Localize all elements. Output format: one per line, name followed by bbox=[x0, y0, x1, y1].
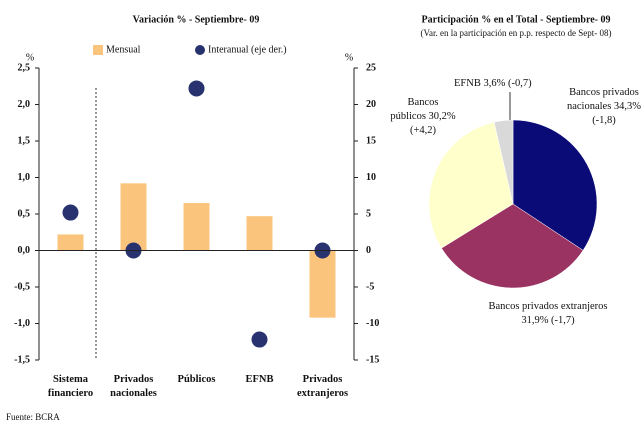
y-tick-label: 2,0 bbox=[18, 99, 31, 110]
pie-label-name: Bancos privados nacionales bbox=[566, 87, 639, 112]
bar-chart-title: Variación % - Septiembre- 09 bbox=[133, 14, 260, 25]
bar bbox=[120, 183, 147, 251]
y-tick-label: -0,5 bbox=[14, 281, 30, 292]
pie-slice bbox=[428, 121, 514, 249]
x-tick-label: Privados extranjeros bbox=[296, 374, 349, 399]
pie-slice bbox=[441, 203, 584, 289]
x-tick-label: Sistema financiero bbox=[47, 374, 94, 399]
pie-label: EFNB 3,6% (-0,7) bbox=[454, 77, 532, 91]
pie-slice bbox=[493, 119, 514, 205]
pie-label-value: 3,6% (-0,7) bbox=[483, 78, 532, 89]
y-tick-label: -1,0 bbox=[14, 318, 30, 329]
pie-label: Bancos privados nacionales 34,3% (-1,8) bbox=[566, 86, 642, 128]
bar bbox=[57, 234, 84, 251]
y2-tick-label: 20 bbox=[366, 99, 376, 110]
legend-label: Interanual (eje der.) bbox=[208, 44, 287, 55]
pie-label-value: 34,3% (-1,8) bbox=[592, 101, 642, 126]
bar bbox=[246, 216, 273, 251]
y-tick-label: 1,5 bbox=[18, 135, 31, 146]
pie-chart-title: Participación % en el Total - Septiembre… bbox=[422, 14, 611, 25]
legend-swatch bbox=[93, 45, 103, 55]
y2-tick-label: 10 bbox=[366, 172, 376, 183]
pie-label-name: EFNB bbox=[454, 78, 481, 89]
bar bbox=[183, 203, 210, 251]
y-axis-label: % bbox=[26, 52, 34, 63]
y2-axis-label: % bbox=[345, 52, 353, 63]
pie-label-name: Bancos públicos bbox=[390, 97, 439, 122]
y-tick-label: 1,0 bbox=[18, 172, 31, 183]
pie-label: Bancos privados extranjeros 31,9% (-1,7) bbox=[478, 300, 618, 328]
y-tick-label: 0,5 bbox=[18, 208, 31, 219]
y2-tick-label: 25 bbox=[366, 62, 376, 73]
bar bbox=[309, 250, 336, 318]
pie-chart-subtitle: (Var. en la participación en p.p. respec… bbox=[421, 28, 612, 38]
legend-label: Mensual bbox=[106, 44, 141, 55]
y2-tick-label: -5 bbox=[366, 281, 374, 292]
x-tick-label: EFNB bbox=[245, 374, 274, 385]
y-tick-label: 2,5 bbox=[18, 62, 31, 73]
dot bbox=[62, 204, 79, 221]
source: Fuente: BCRA bbox=[6, 412, 60, 422]
y2-tick-label: 15 bbox=[366, 135, 376, 146]
pie-label: Bancos públicos 30,2% (+4,2) bbox=[390, 96, 456, 138]
dot bbox=[188, 80, 205, 97]
y-tick-label: -1,5 bbox=[14, 354, 30, 365]
x-tick-label: Públicos bbox=[177, 374, 216, 385]
y2-tick-label: 0 bbox=[366, 245, 371, 256]
x-tick-label: Privados nacionales bbox=[110, 374, 157, 399]
pie-label-value: 30,2% (+4,2) bbox=[409, 111, 456, 136]
dot bbox=[251, 331, 268, 348]
pie-label-value: 31,9% (-1,7) bbox=[521, 315, 575, 326]
y2-tick-label: -10 bbox=[366, 318, 379, 329]
y-tick-label: 0,0 bbox=[18, 245, 31, 256]
pie-label-name: Bancos privados extranjeros bbox=[488, 301, 608, 312]
y2-tick-label: 5 bbox=[366, 208, 371, 219]
legend-swatch bbox=[195, 45, 205, 55]
y2-tick-label: -15 bbox=[366, 354, 379, 365]
